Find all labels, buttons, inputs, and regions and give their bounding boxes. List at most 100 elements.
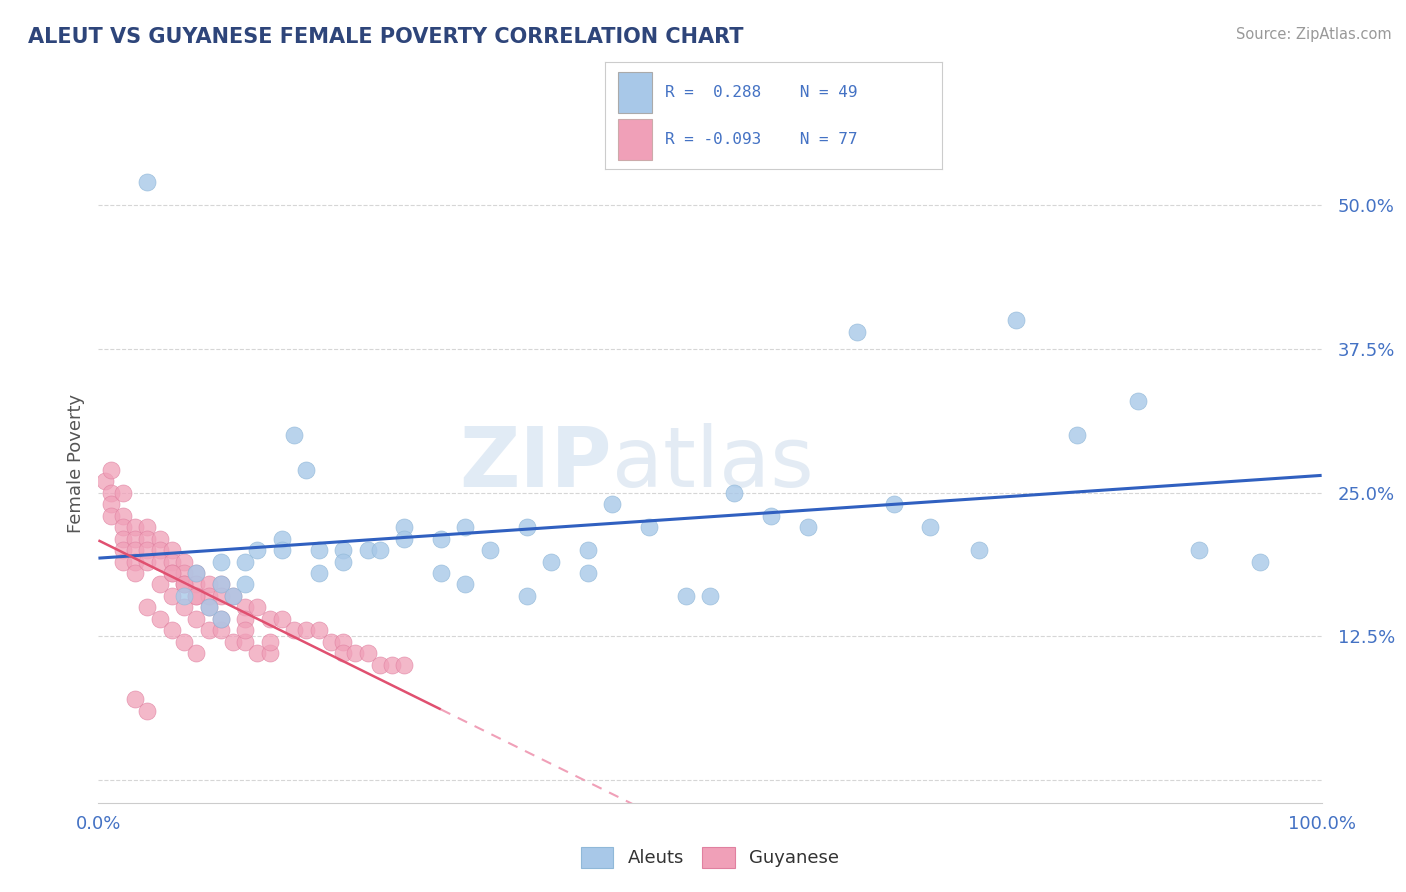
Point: [209, 612, 232, 626]
Point: [430, 566, 453, 580]
Point: [136, 704, 159, 718]
Point: [761, 508, 783, 523]
Point: [124, 532, 146, 546]
Point: [600, 497, 623, 511]
Point: [920, 520, 942, 534]
Point: [124, 543, 146, 558]
Point: [160, 589, 183, 603]
Point: [1188, 543, 1211, 558]
Point: [209, 577, 232, 591]
Point: [100, 508, 122, 523]
Point: [478, 543, 501, 558]
Point: [124, 566, 146, 580]
Text: ALEUT VS GUYANESE FEMALE POVERTY CORRELATION CHART: ALEUT VS GUYANESE FEMALE POVERTY CORRELA…: [28, 27, 744, 46]
Point: [160, 554, 183, 568]
Point: [883, 497, 905, 511]
Point: [173, 600, 195, 615]
Point: [149, 532, 172, 546]
Point: [233, 635, 256, 649]
Point: [209, 612, 232, 626]
Point: [283, 428, 305, 442]
Point: [283, 624, 305, 638]
Point: [515, 520, 537, 534]
Point: [93, 474, 115, 488]
Point: [173, 566, 195, 580]
Point: [111, 485, 134, 500]
Point: [149, 612, 172, 626]
Point: [332, 635, 354, 649]
Point: [392, 657, 416, 672]
Point: [454, 577, 477, 591]
Point: [308, 624, 330, 638]
Point: [233, 612, 256, 626]
Point: [197, 589, 219, 603]
Point: [197, 600, 219, 615]
Point: [186, 589, 208, 603]
Point: [209, 554, 232, 568]
Point: [515, 589, 537, 603]
Point: [186, 577, 208, 591]
Point: [149, 543, 172, 558]
Point: [233, 554, 256, 568]
Point: [845, 325, 868, 339]
Point: [356, 543, 378, 558]
Point: [111, 520, 134, 534]
Text: R = -0.093    N = 77: R = -0.093 N = 77: [665, 132, 858, 147]
Point: [197, 577, 219, 591]
Point: [173, 577, 195, 591]
Point: [368, 657, 391, 672]
Point: [111, 543, 134, 558]
Point: [368, 543, 391, 558]
Point: [356, 647, 378, 661]
Point: [149, 577, 172, 591]
Point: [111, 532, 134, 546]
Point: [332, 543, 354, 558]
Point: [675, 589, 697, 603]
Point: [454, 520, 477, 534]
FancyBboxPatch shape: [619, 120, 652, 160]
Point: [1004, 313, 1026, 327]
Point: [797, 520, 820, 534]
Point: [124, 692, 146, 706]
Point: [637, 520, 661, 534]
Y-axis label: Female Poverty: Female Poverty: [66, 394, 84, 533]
Point: [246, 543, 269, 558]
Point: [186, 647, 208, 661]
Point: [136, 175, 159, 189]
Point: [233, 600, 256, 615]
Point: [332, 647, 354, 661]
Text: R =  0.288    N = 49: R = 0.288 N = 49: [665, 85, 858, 100]
Point: [173, 554, 195, 568]
Point: [259, 635, 281, 649]
Point: [222, 635, 245, 649]
Point: [233, 577, 256, 591]
Point: [259, 647, 281, 661]
Point: [136, 600, 159, 615]
Point: [392, 532, 416, 546]
Point: [270, 543, 294, 558]
Point: [723, 485, 745, 500]
Point: [197, 624, 219, 638]
Point: [124, 554, 146, 568]
Point: [136, 554, 159, 568]
Point: [197, 600, 219, 615]
Point: [270, 532, 294, 546]
Point: [1066, 428, 1088, 442]
Point: [967, 543, 990, 558]
Point: [186, 612, 208, 626]
Point: [344, 647, 367, 661]
Point: [209, 624, 232, 638]
Point: [209, 577, 232, 591]
Point: [259, 612, 281, 626]
Point: [149, 554, 172, 568]
Point: [100, 462, 122, 476]
Point: [295, 462, 318, 476]
Point: [173, 589, 195, 603]
Point: [1249, 554, 1271, 568]
Point: [222, 589, 245, 603]
Point: [430, 532, 453, 546]
Point: [540, 554, 562, 568]
Point: [173, 635, 195, 649]
Legend: Aleuts, Guyanese: Aleuts, Guyanese: [574, 840, 846, 875]
Point: [270, 612, 294, 626]
